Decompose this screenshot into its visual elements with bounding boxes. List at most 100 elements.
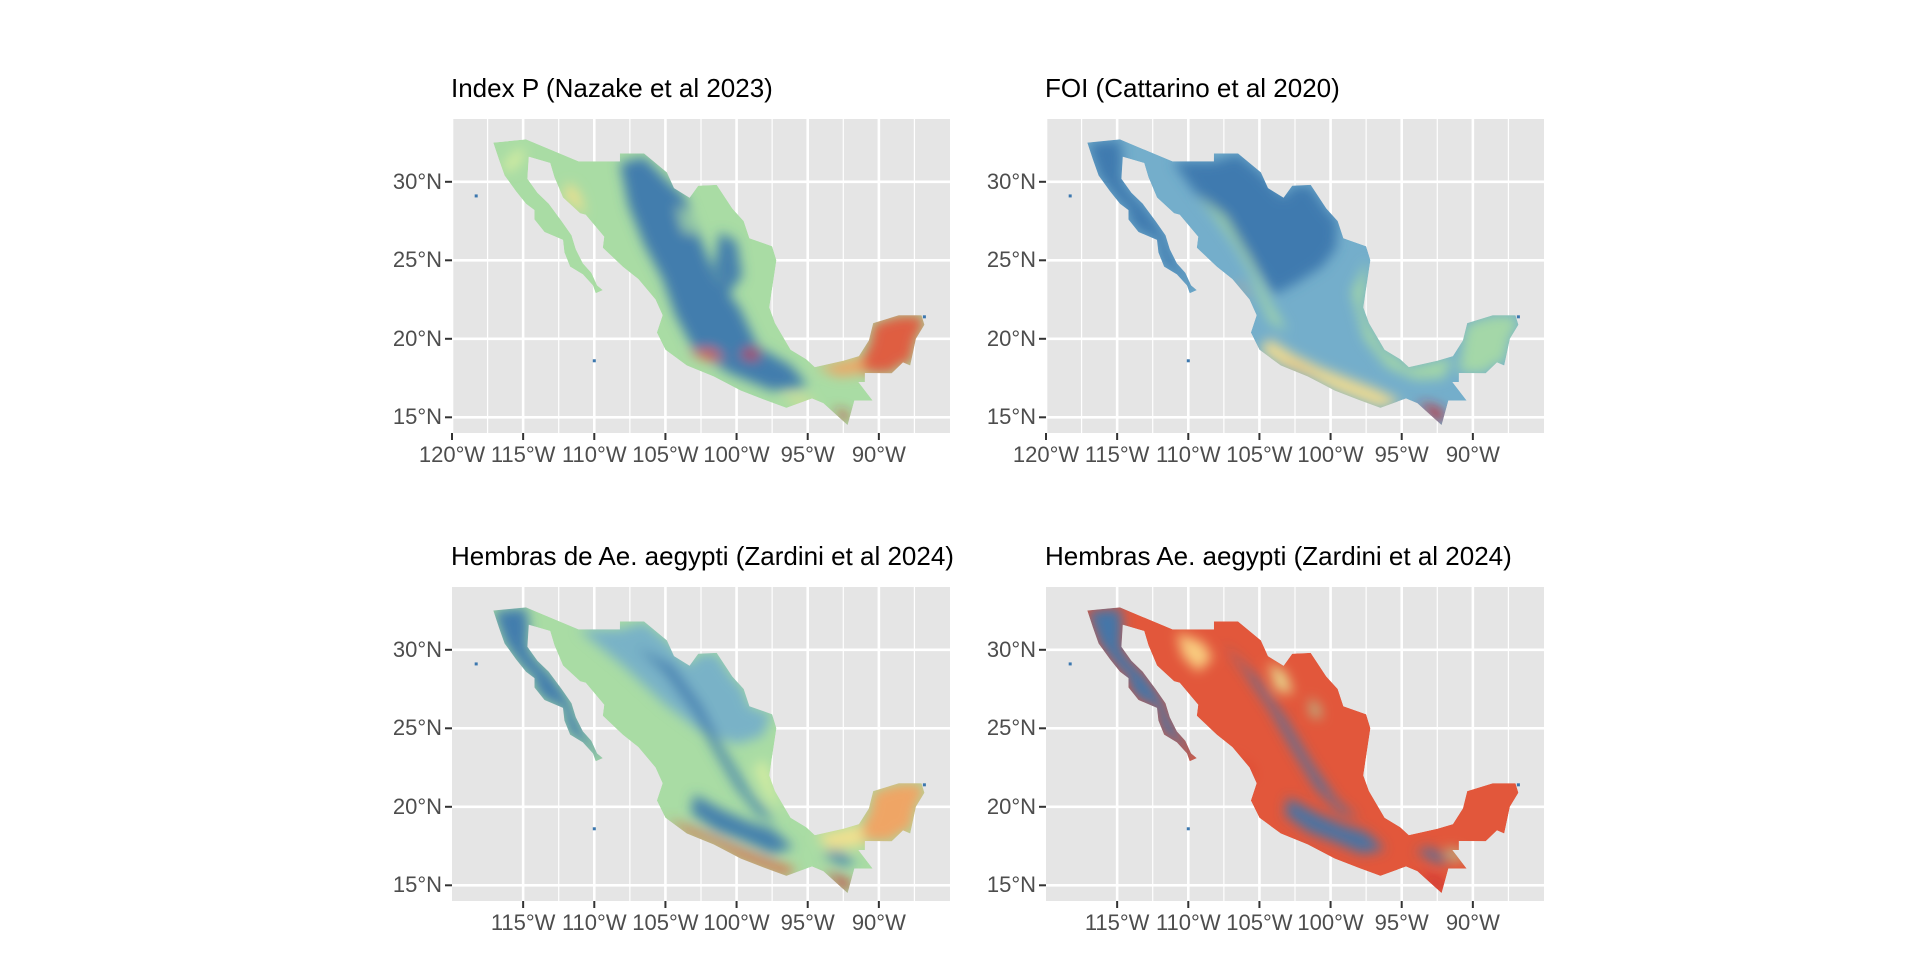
island-mark bbox=[1186, 359, 1190, 363]
raster-zone bbox=[713, 232, 743, 295]
x-tick-label: 110°W bbox=[1155, 442, 1221, 467]
raster-zone bbox=[821, 849, 857, 867]
raster-zones bbox=[501, 147, 925, 424]
y-tick-label: 30°N bbox=[392, 636, 442, 662]
x-tick-label: 115°W bbox=[1084, 442, 1150, 467]
panel-title: Hembras de Ae. aegypti (Zardini et al 20… bbox=[451, 541, 954, 571]
raster-zone bbox=[1196, 194, 1288, 331]
y-tick-label: 25°N bbox=[392, 715, 442, 741]
raster-zone bbox=[501, 147, 525, 173]
x-tick-label: 115°W bbox=[490, 442, 556, 467]
x-tick-label: 120°W bbox=[418, 442, 486, 467]
country-fill bbox=[493, 607, 925, 894]
x-tick-label: 115°W bbox=[1084, 910, 1150, 935]
panel-title: FOI (Cattarino et al 2020) bbox=[1045, 73, 1340, 103]
raster-hembras-de-aegypti bbox=[493, 607, 925, 894]
raster-zone bbox=[753, 759, 787, 814]
raster-zones bbox=[1087, 139, 1519, 426]
raster-zones bbox=[493, 607, 925, 894]
y-tick-label: 30°N bbox=[986, 168, 1036, 194]
raster-zone bbox=[1417, 403, 1445, 426]
raster-zone bbox=[675, 205, 697, 236]
island-mark bbox=[1516, 315, 1520, 319]
raster-hembras-aegypti bbox=[1087, 607, 1519, 894]
raster-zone bbox=[1259, 338, 1402, 408]
y-tick-label: 15°N bbox=[392, 404, 442, 430]
y-tick-label: 20°N bbox=[392, 793, 442, 819]
x-tick-label: 120°W bbox=[1012, 442, 1080, 467]
y-tick-label: 30°N bbox=[986, 636, 1036, 662]
raster-zone bbox=[1222, 643, 1359, 820]
raster-zone bbox=[688, 348, 726, 361]
y-tick-label: 30°N bbox=[392, 168, 442, 194]
x-tick-label: 110°W bbox=[1155, 910, 1221, 935]
raster-zone bbox=[1276, 359, 1325, 380]
y-tick-label: 20°N bbox=[986, 325, 1036, 351]
raster-zone bbox=[1172, 153, 1338, 295]
x-tick-label: 95°W bbox=[780, 442, 835, 467]
island-mark bbox=[474, 662, 478, 666]
raster-zone bbox=[665, 817, 797, 876]
island-mark bbox=[592, 827, 596, 831]
panel-title: Index P (Nazake et al 2023) bbox=[451, 73, 773, 103]
island-mark bbox=[1068, 194, 1072, 198]
map-panel-foi bbox=[1039, 119, 1544, 440]
y-tick-label: 20°N bbox=[986, 793, 1036, 819]
island-mark bbox=[922, 315, 926, 319]
raster-zone bbox=[1176, 632, 1213, 672]
raster-zone bbox=[563, 181, 586, 215]
x-tick-label: 100°W bbox=[703, 442, 770, 467]
y-tick-label: 25°N bbox=[392, 247, 442, 273]
x-tick-label: 110°W bbox=[561, 910, 627, 935]
raster-zone bbox=[637, 646, 777, 823]
y-tick-label: 25°N bbox=[986, 247, 1036, 273]
country-fill bbox=[1087, 139, 1519, 426]
x-tick-label: 90°W bbox=[851, 910, 906, 935]
raster-zone bbox=[1268, 662, 1294, 694]
map-panel-hembras-aegypti bbox=[1039, 587, 1544, 908]
x-tick-label: 105°W bbox=[1226, 910, 1293, 935]
raster-index-p bbox=[493, 139, 925, 426]
island-mark bbox=[1186, 827, 1190, 831]
x-tick-label: 95°W bbox=[1374, 910, 1429, 935]
raster-zone bbox=[1087, 607, 1197, 762]
x-tick-label: 105°W bbox=[632, 442, 699, 467]
raster-zone bbox=[816, 824, 865, 850]
raster-zone bbox=[1417, 871, 1445, 894]
island-mark bbox=[592, 359, 596, 363]
raster-zone bbox=[1309, 696, 1322, 719]
x-tick-label: 100°W bbox=[1297, 442, 1364, 467]
x-tick-label: 100°W bbox=[1297, 910, 1364, 935]
x-tick-label: 95°W bbox=[780, 910, 835, 935]
island-mark bbox=[474, 194, 478, 198]
raster-zone bbox=[861, 315, 925, 374]
island-mark bbox=[1068, 662, 1072, 666]
raster-zone bbox=[1351, 260, 1453, 380]
y-tick-label: 20°N bbox=[392, 325, 442, 351]
x-tick-label: 100°W bbox=[703, 910, 770, 935]
y-tick-label: 15°N bbox=[392, 872, 442, 898]
map-panel-hembras-de-aegypti bbox=[445, 587, 950, 908]
island-mark bbox=[1516, 783, 1520, 787]
raster-zone bbox=[1458, 315, 1519, 374]
panel-title: Hembras Ae. aegypti (Zardini et al 2024) bbox=[1045, 541, 1512, 571]
raster-zone bbox=[816, 356, 865, 377]
raster-zone bbox=[1087, 139, 1197, 294]
raster-zone bbox=[739, 348, 760, 361]
y-tick-label: 15°N bbox=[986, 404, 1036, 430]
raster-zone bbox=[833, 407, 849, 424]
island-mark bbox=[922, 783, 926, 787]
raster-zone bbox=[691, 794, 794, 854]
y-tick-label: 15°N bbox=[986, 872, 1036, 898]
x-tick-label: 115°W bbox=[490, 910, 556, 935]
raster-zones bbox=[1087, 607, 1465, 894]
x-tick-label: 90°W bbox=[1445, 442, 1500, 467]
x-tick-label: 90°W bbox=[1445, 910, 1500, 935]
x-tick-label: 90°W bbox=[851, 442, 906, 467]
raster-zone bbox=[861, 783, 925, 842]
x-tick-label: 110°W bbox=[561, 442, 627, 467]
y-tick-label: 25°N bbox=[986, 715, 1036, 741]
raster-foi bbox=[1087, 139, 1519, 426]
raster-zone bbox=[823, 871, 851, 894]
